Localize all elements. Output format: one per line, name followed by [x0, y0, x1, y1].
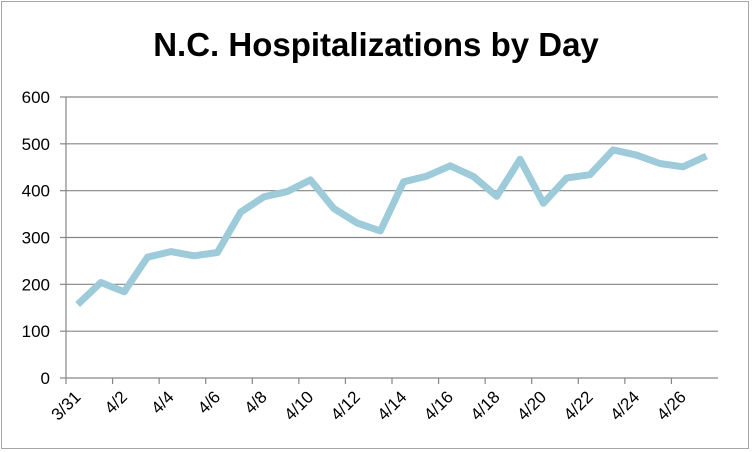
x-tick-label: 4/2	[101, 387, 131, 417]
x-tick-label: 4/16	[420, 387, 457, 424]
x-tick-label: 4/24	[606, 387, 643, 424]
x-tick-label: 4/14	[374, 387, 411, 424]
x-tick-label: 4/10	[280, 387, 317, 424]
x-tick-label: 4/8	[241, 387, 271, 417]
x-tick-label: 4/6	[194, 387, 224, 417]
x-tick-label: 3/31	[48, 387, 85, 424]
x-tick-label: 4/4	[147, 387, 177, 417]
y-tick-label: 500	[22, 135, 50, 154]
x-tick-label: 4/18	[467, 387, 504, 424]
x-tick-label: 4/26	[653, 387, 690, 424]
x-tick-label: 4/22	[560, 387, 597, 424]
y-tick-label: 0	[41, 369, 50, 388]
y-tick-label: 300	[22, 229, 50, 248]
series-group	[75, 146, 708, 308]
chart-title: N.C. Hospitalizations by Day	[153, 26, 599, 63]
axes	[60, 96, 718, 384]
x-tick-label: 4/12	[327, 387, 364, 424]
y-tick-label: 400	[22, 182, 50, 201]
y-tick-labels: 0 100 200 300 400 500 600	[22, 88, 50, 388]
x-tick-label: 4/20	[513, 387, 550, 424]
y-tick-label: 100	[22, 322, 50, 341]
x-tick-labels: 3/31 4/2 4/4 4/6 4/8 4/10 4/12 4/14 4/16 4/18 4/20…	[48, 387, 690, 424]
y-tick-label: 200	[22, 275, 50, 294]
series-line	[75, 146, 708, 308]
gridlines	[66, 96, 718, 332]
y-tick-label: 600	[22, 88, 50, 107]
